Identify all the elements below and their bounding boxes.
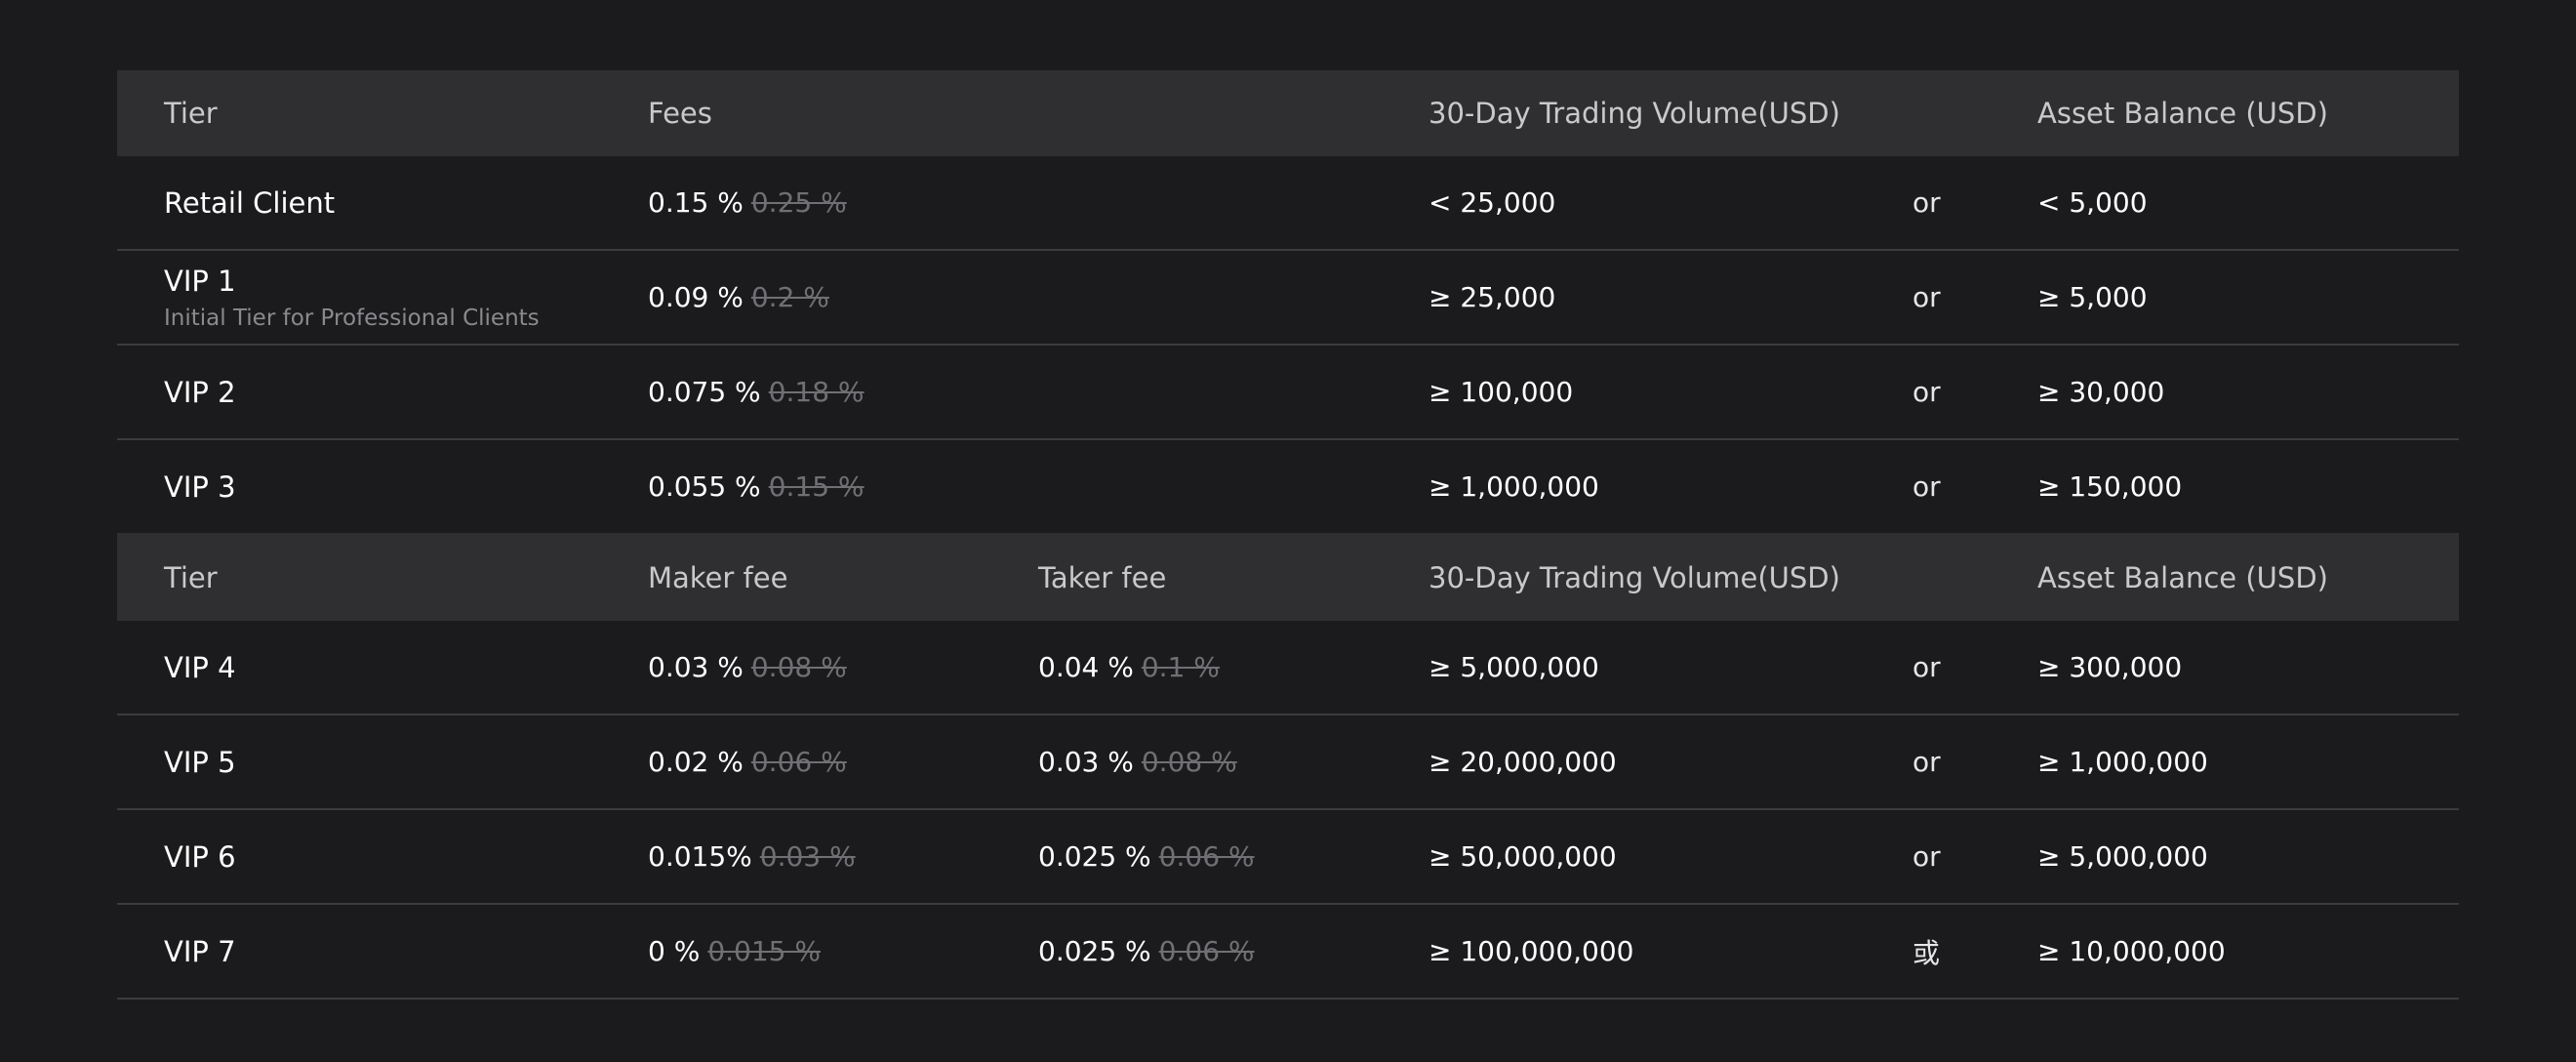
table-row: VIP 6 0.015% 0.03 % 0.025 % 0.06 % ≥ 50,00… xyxy=(117,810,2459,905)
tier-name: VIP 6 xyxy=(164,839,236,874)
fee-original: 0.25 % xyxy=(750,186,847,219)
volume-cell: ≥ 25,000 xyxy=(1429,281,1556,313)
volume-cell: ≥ 100,000 xyxy=(1429,376,1574,408)
fee-cell: 0.075 % 0.18 % xyxy=(648,346,865,438)
tier-name: VIP 7 xyxy=(164,934,236,968)
taker-fee-cell: 0.04 % 0.1 % xyxy=(1038,621,1220,714)
tier-cell: VIP 4 xyxy=(164,621,236,714)
table-row: Retail Client 0.15 % 0.25 % < 25,000 or <… xyxy=(117,156,2459,251)
maker-fee-cell: 0.02 % 0.06 % xyxy=(648,715,847,808)
volume-cell: ≥ 5,000,000 xyxy=(1429,651,1599,683)
or-label: or xyxy=(1912,651,1941,683)
fee-current: 0.15 % xyxy=(648,186,744,219)
taker-fee-original: 0.08 % xyxy=(1141,746,1237,778)
tier-cell: VIP 5 xyxy=(164,715,236,808)
balance-cell: ≥ 10,000,000 xyxy=(2037,935,2226,967)
balance-cell: < 5,000 xyxy=(2037,186,2148,219)
balance-cell: ≥ 300,000 xyxy=(2037,651,2183,683)
maker-fee-current: 0.02 % xyxy=(648,746,744,778)
taker-fee-cell: 0.025 % 0.06 % xyxy=(1038,905,1255,998)
tier-name: VIP 3 xyxy=(164,470,236,504)
maker-fee-original: 0.08 % xyxy=(750,651,847,683)
fee-original: 0.15 % xyxy=(768,470,865,503)
balance-cell: ≥ 1,000,000 xyxy=(2037,746,2208,778)
tier-name: VIP 4 xyxy=(164,650,236,684)
maker-fee-cell: 0.03 % 0.08 % xyxy=(648,621,847,714)
maker-fee-original: 0.015 % xyxy=(707,935,821,967)
maker-fee-cell: 0.015% 0.03 % xyxy=(648,810,856,903)
taker-fee-current: 0.03 % xyxy=(1038,746,1134,778)
or-label: or xyxy=(1912,281,1941,313)
table-row: VIP 4 0.03 % 0.08 % 0.04 % 0.1 % ≥ 5,000,0… xyxy=(117,621,2459,715)
header-maker-fee: Maker fee xyxy=(648,561,788,594)
tier-cell: VIP 2 xyxy=(164,346,236,438)
tier-name: VIP 2 xyxy=(164,375,236,409)
header-volume: 30-Day Trading Volume(USD) xyxy=(1429,561,1840,594)
fee-current: 0.09 % xyxy=(648,281,744,313)
or-label: or xyxy=(1912,186,1941,219)
taker-fee-original: 0.1 % xyxy=(1141,651,1220,683)
header-taker-fee: Taker fee xyxy=(1038,561,1167,594)
volume-cell: ≥ 20,000,000 xyxy=(1429,746,1617,778)
volume-cell: < 25,000 xyxy=(1429,186,1556,219)
volume-cell: ≥ 1,000,000 xyxy=(1429,470,1599,503)
or-label: or xyxy=(1912,376,1941,408)
tier-name: VIP 5 xyxy=(164,745,236,779)
taker-fee-current: 0.025 % xyxy=(1038,840,1151,873)
maker-fee-current: 0.03 % xyxy=(648,651,744,683)
fee-cell: 0.055 % 0.15 % xyxy=(648,440,865,533)
table-row: VIP 2 0.075 % 0.18 % ≥ 100,000 or ≥ 30,00… xyxy=(117,346,2459,440)
balance-cell: ≥ 5,000 xyxy=(2037,281,2148,313)
fee-cell: 0.09 % 0.2 % xyxy=(648,251,829,344)
or-label: or xyxy=(1912,746,1941,778)
maker-fee-original: 0.03 % xyxy=(759,840,856,873)
taker-fee-current: 0.04 % xyxy=(1038,651,1134,683)
tier-cell: VIP 6 xyxy=(164,810,236,903)
maker-fee-current: 0 % xyxy=(648,935,701,967)
taker-fee-cell: 0.025 % 0.06 % xyxy=(1038,810,1255,903)
maker-fee-original: 0.06 % xyxy=(750,746,847,778)
volume-cell: ≥ 50,000,000 xyxy=(1429,840,1617,873)
fee-cell: 0.15 % 0.25 % xyxy=(648,156,847,249)
balance-cell: ≥ 5,000,000 xyxy=(2037,840,2208,873)
taker-fee-original: 0.06 % xyxy=(1158,935,1255,967)
table-row: VIP 7 0 % 0.015 % 0.025 % 0.06 % ≥ 100,000… xyxy=(117,905,2459,1000)
header-tier: Tier xyxy=(164,97,218,130)
maker-fee-current: 0.015% xyxy=(648,840,752,873)
or-label: or xyxy=(1912,470,1941,503)
tier-name: Retail Client xyxy=(164,185,336,220)
table-row: VIP 1 Initial Tier for Professional Clie… xyxy=(117,251,2459,346)
header-volume: 30-Day Trading Volume(USD) xyxy=(1429,97,1840,130)
balance-cell: ≥ 150,000 xyxy=(2037,470,2183,503)
taker-fee-cell: 0.03 % 0.08 % xyxy=(1038,715,1237,808)
tier-name: VIP 1 xyxy=(164,264,236,298)
header-tier: Tier xyxy=(164,561,218,594)
header-fees: Fees xyxy=(648,97,712,130)
fee-current: 0.075 % xyxy=(648,376,761,408)
balance-cell: ≥ 30,000 xyxy=(2037,376,2165,408)
header-balance: Asset Balance (USD) xyxy=(2037,97,2328,130)
or-label: 或 xyxy=(1912,936,1941,969)
header-balance: Asset Balance (USD) xyxy=(2037,561,2328,594)
tier-subtitle: Initial Tier for Professional Clients xyxy=(164,305,540,331)
table-row: VIP 3 0.055 % 0.15 % ≥ 1,000,000 or ≥ 150… xyxy=(117,440,2459,535)
taker-fee-current: 0.025 % xyxy=(1038,935,1151,967)
fee-original: 0.18 % xyxy=(768,376,865,408)
fee-tier-table: Tier Fees 30-Day Trading Volume(USD) Ass… xyxy=(117,70,2459,1000)
volume-cell: ≥ 100,000,000 xyxy=(1429,935,1634,967)
maker-fee-cell: 0 % 0.015 % xyxy=(648,905,821,998)
or-label: or xyxy=(1912,840,1941,873)
fee-original: 0.2 % xyxy=(750,281,829,313)
tier-cell: VIP 7 xyxy=(164,905,236,998)
table-header-retail: Tier Fees 30-Day Trading Volume(USD) Ass… xyxy=(117,70,2459,156)
fee-current: 0.055 % xyxy=(648,470,761,503)
table-header-vip: Tier Maker fee Taker fee 30-Day Trading … xyxy=(117,535,2459,621)
tier-cell: VIP 1 Initial Tier for Professional Clie… xyxy=(164,251,540,344)
taker-fee-original: 0.06 % xyxy=(1158,840,1255,873)
tier-cell: Retail Client xyxy=(164,156,335,249)
table-row: VIP 5 0.02 % 0.06 % 0.03 % 0.08 % ≥ 20,000… xyxy=(117,715,2459,810)
tier-cell: VIP 3 xyxy=(164,440,236,533)
